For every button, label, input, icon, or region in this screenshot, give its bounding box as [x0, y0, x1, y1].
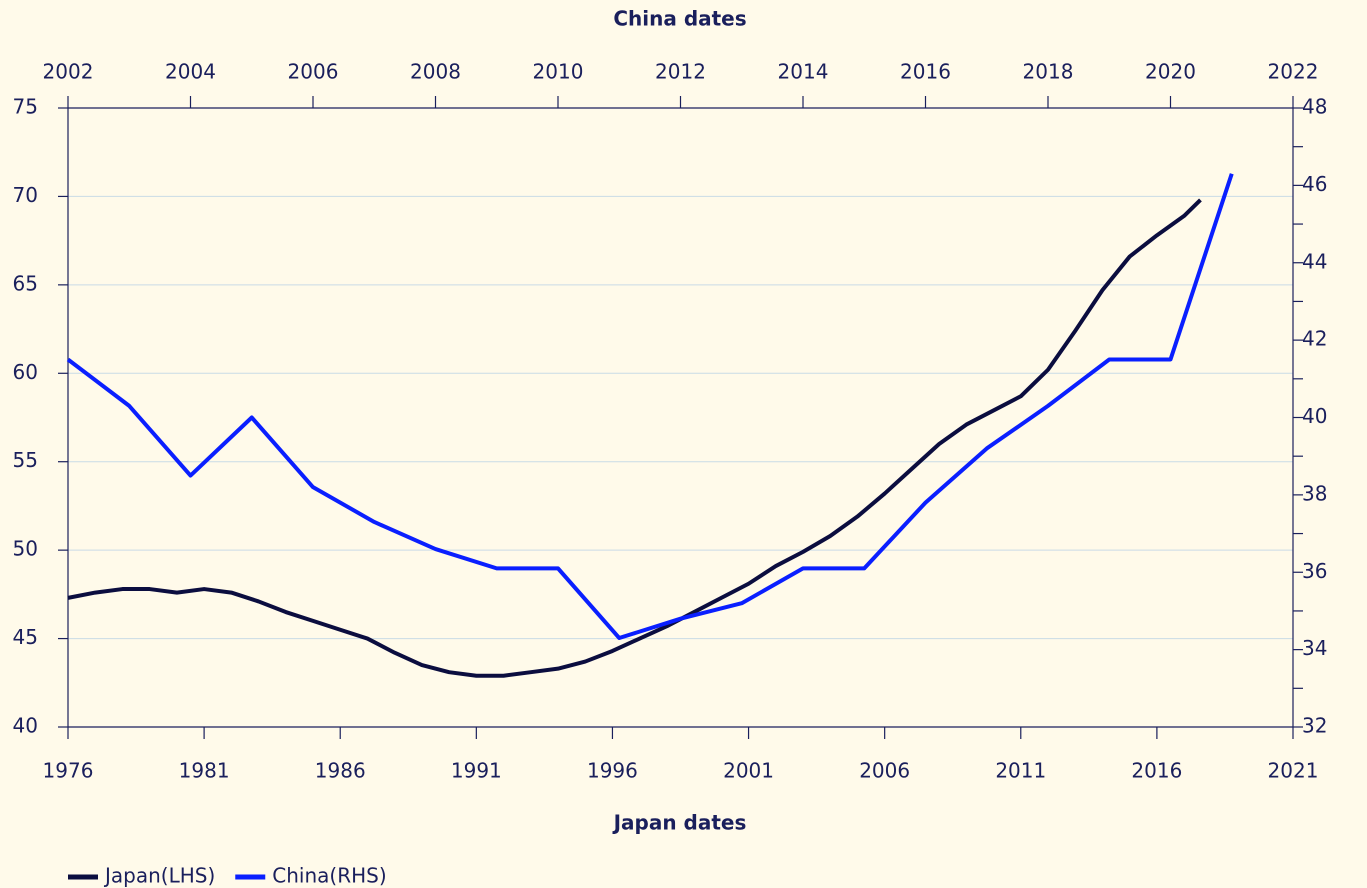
- legend-label: Japan(LHS): [103, 864, 215, 888]
- x-tick-label: 2001: [723, 759, 774, 783]
- x2-tick-label: 2022: [1268, 60, 1319, 84]
- y2-tick-label: 36: [1302, 559, 1327, 583]
- y2-tick-label: 34: [1302, 636, 1327, 660]
- y-tick-label: 70: [13, 183, 38, 207]
- x-tick-label: 2011: [995, 759, 1046, 783]
- series-line: [67, 198, 1202, 678]
- x2-tick-label: 2018: [1023, 60, 1074, 84]
- y-tick-label: 40: [13, 714, 38, 738]
- y-tick-label: 75: [13, 95, 38, 119]
- y-tick-label: 65: [13, 271, 38, 295]
- legend-label: China(RHS): [272, 864, 386, 888]
- y2-tick-label: 40: [1302, 404, 1327, 428]
- x-tick-label: 1976: [43, 759, 94, 783]
- y2-tick-label: 48: [1302, 95, 1327, 119]
- x-tick-label: 2021: [1268, 759, 1319, 783]
- y2-tick-label: 42: [1302, 327, 1327, 351]
- x-axis-title: Japan dates: [612, 811, 747, 835]
- y-tick-label: 55: [13, 448, 38, 472]
- y2-tick-label: 46: [1302, 172, 1327, 196]
- y2-tick-label: 44: [1302, 249, 1327, 273]
- x2-tick-label: 2008: [410, 60, 461, 84]
- x2-tick-label: 2016: [900, 60, 951, 84]
- x-tick-label: 1981: [179, 759, 230, 783]
- x-tick-label: 1986: [315, 759, 366, 783]
- x-tick-label: 2006: [859, 759, 910, 783]
- x-tick-label: 1991: [451, 759, 502, 783]
- y2-tick-label: 32: [1302, 714, 1327, 738]
- x2-tick-label: 2012: [655, 60, 706, 84]
- y2-tick-label: 38: [1302, 481, 1327, 505]
- y-tick-label: 45: [13, 625, 38, 649]
- y-tick-label: 60: [13, 360, 38, 384]
- x2-tick-label: 2010: [533, 60, 584, 84]
- x2-tick-label: 2014: [778, 60, 829, 84]
- series-line: [66, 173, 1234, 641]
- x2-tick-label: 2004: [165, 60, 216, 84]
- x-tick-label: 2016: [1131, 759, 1182, 783]
- x2-axis-title: China dates: [613, 7, 746, 31]
- x-tick-label: 1996: [587, 759, 638, 783]
- x2-tick-label: 2006: [288, 60, 339, 84]
- x2-tick-label: 2020: [1145, 60, 1196, 84]
- y-tick-label: 50: [13, 537, 38, 561]
- x2-tick-label: 2002: [43, 60, 94, 84]
